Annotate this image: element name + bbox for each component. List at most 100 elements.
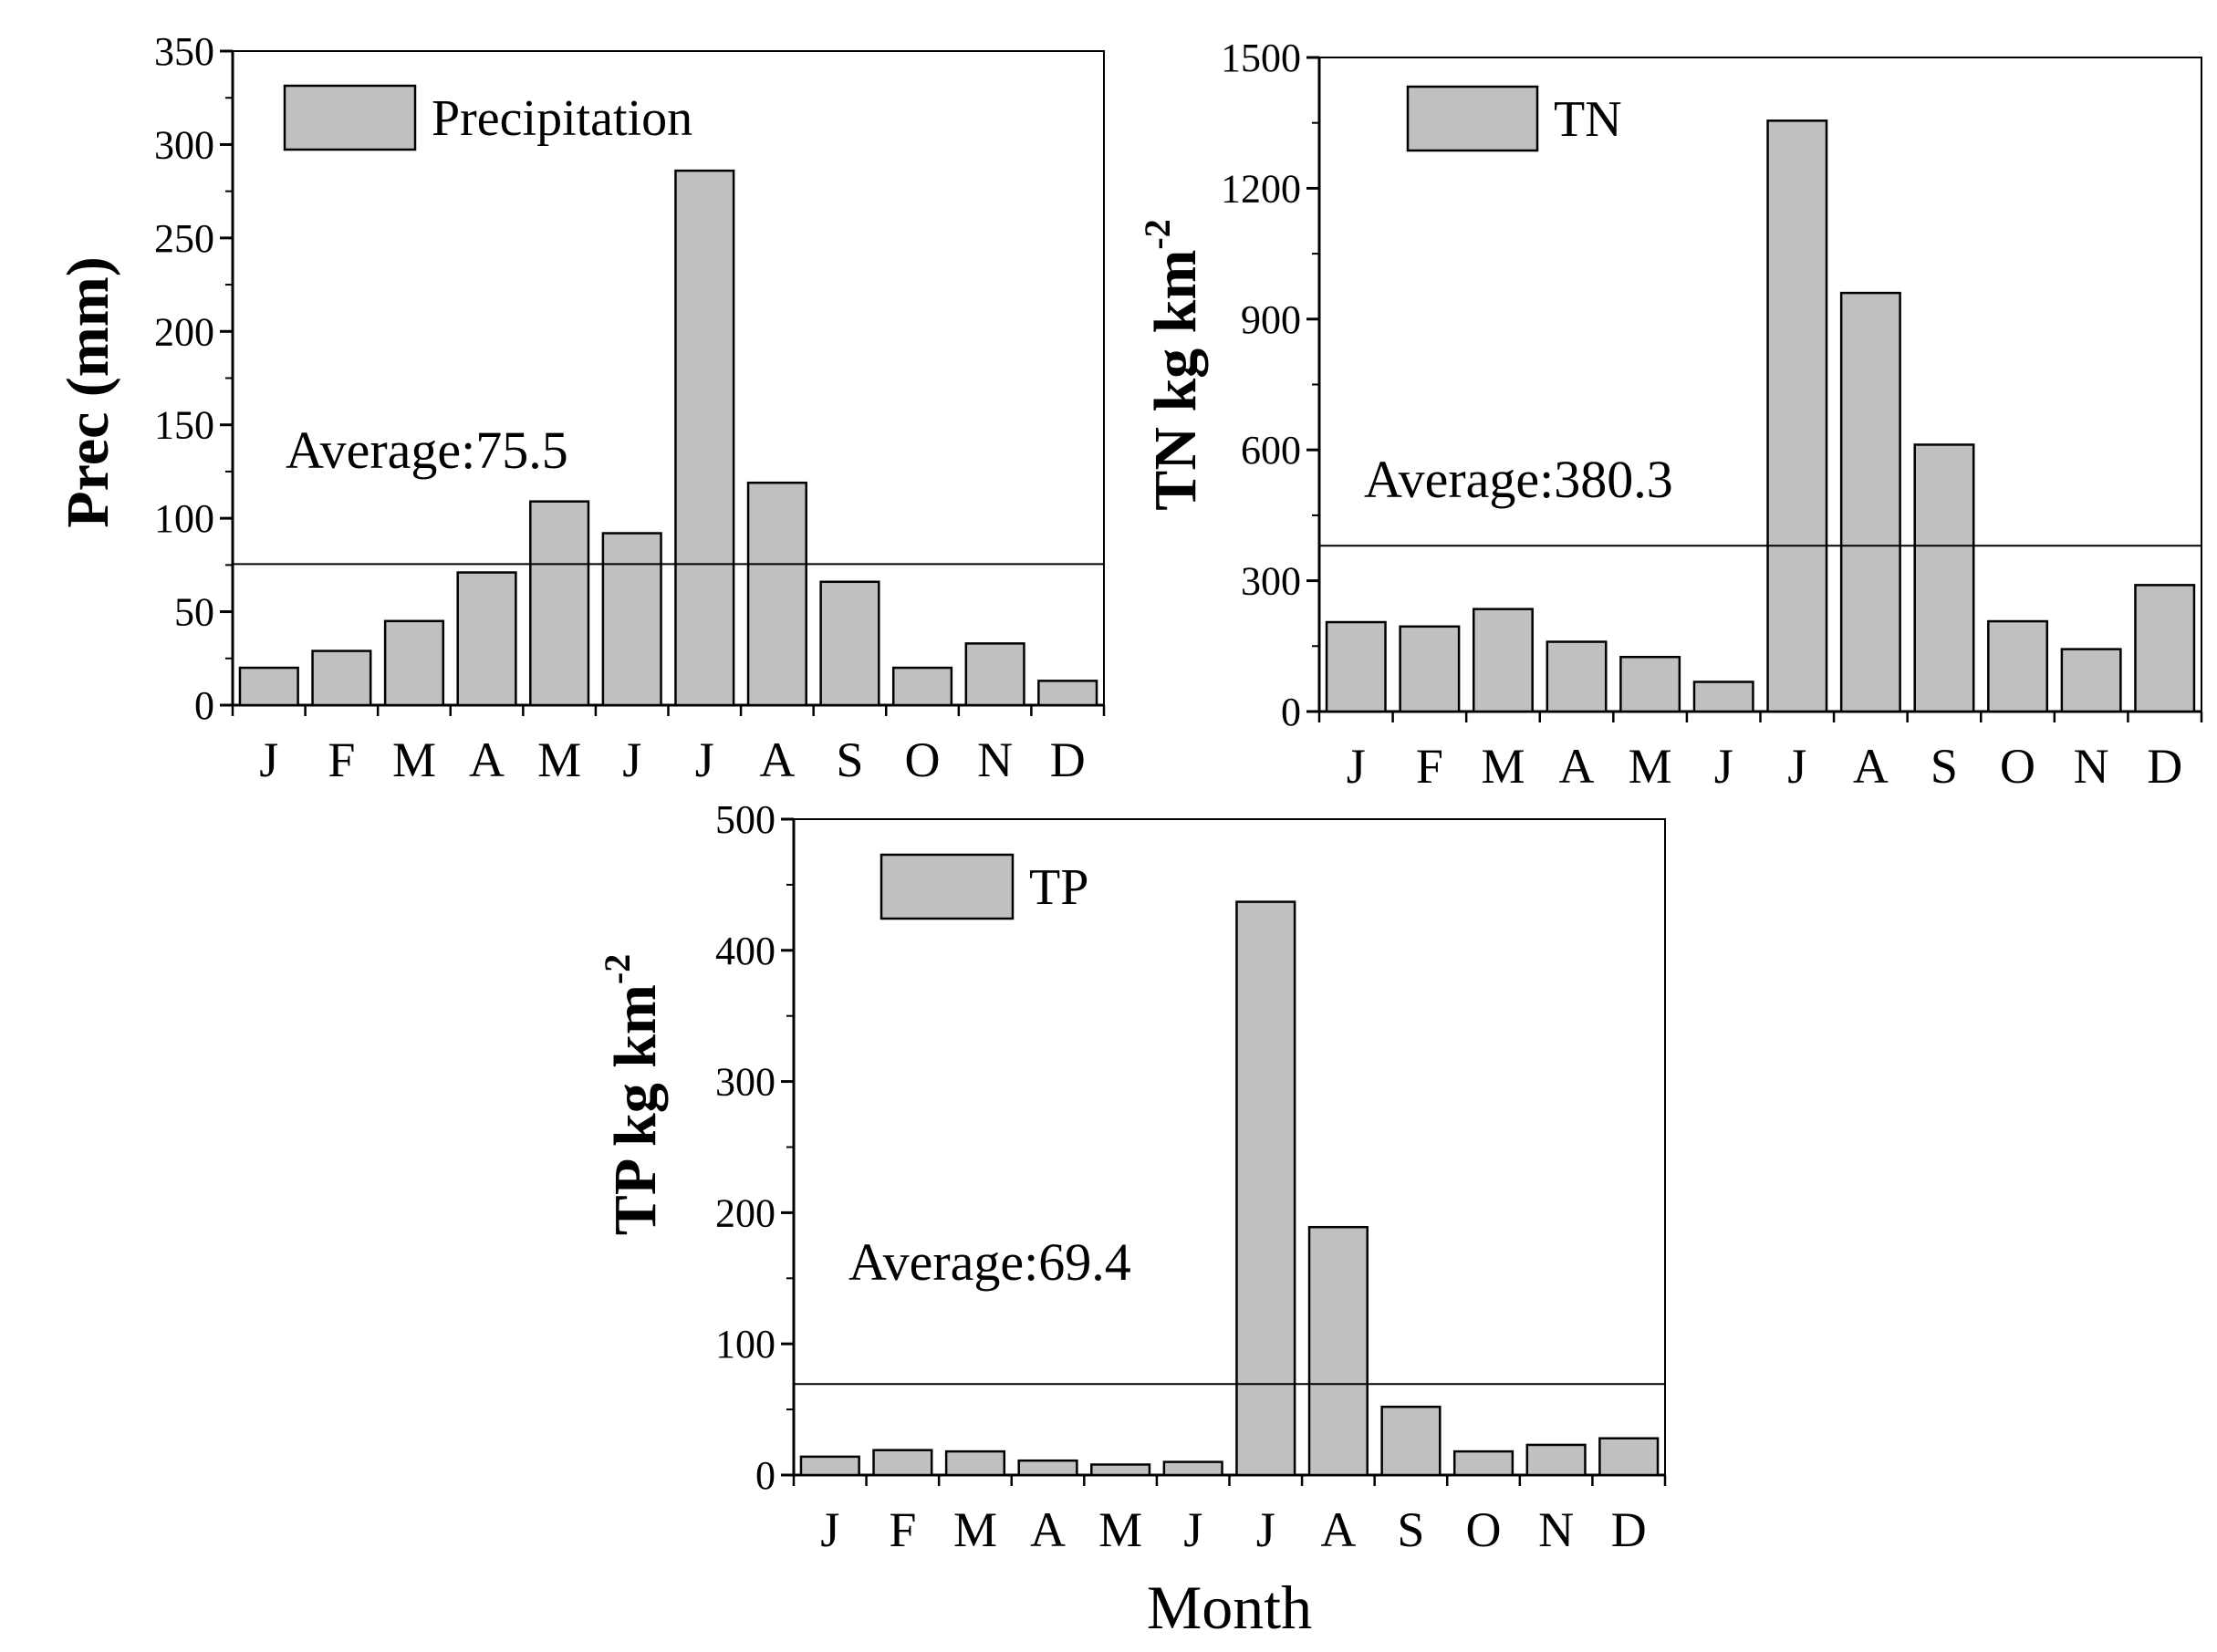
x-category-label: A bbox=[469, 732, 505, 787]
y-axis-title: TP kg km-2 bbox=[597, 954, 669, 1235]
chart-0-bar-9 bbox=[891, 666, 953, 707]
x-category-label: A bbox=[759, 732, 795, 787]
chart-1-bar-10 bbox=[2060, 648, 2122, 713]
y-tick-label: 200 bbox=[154, 309, 214, 354]
x-category-label: J bbox=[1256, 1502, 1275, 1557]
y-tick-label: 1500 bbox=[1221, 36, 1301, 80]
y-tick-label: 100 bbox=[154, 496, 214, 541]
y-tick-label: 100 bbox=[715, 1322, 775, 1366]
chart-0-bar-2 bbox=[383, 619, 445, 707]
chart-2-bar-11 bbox=[1598, 1437, 1660, 1477]
y-axis-title: TN kg km-2 bbox=[1137, 219, 1209, 510]
chart-1-bar-2 bbox=[1472, 608, 1534, 713]
x-category-label: J bbox=[259, 732, 278, 787]
x-category-label: O bbox=[2000, 739, 2035, 794]
chart-0-bar-5 bbox=[601, 532, 662, 707]
y-tick-label: 150 bbox=[154, 403, 214, 448]
chart-0-bar-1 bbox=[311, 649, 372, 707]
chart-1-bar-1 bbox=[1399, 625, 1461, 713]
x-category-label: N bbox=[977, 732, 1013, 787]
chart-1-bar-4 bbox=[1619, 656, 1681, 713]
chart-2-bar-4 bbox=[1090, 1463, 1151, 1477]
y-tick-label: 1200 bbox=[1221, 166, 1301, 211]
chart-1-bar-5 bbox=[1692, 681, 1754, 713]
x-category-label: J bbox=[1347, 739, 1366, 794]
legend-label: Precipitation bbox=[432, 90, 692, 147]
x-category-label: A bbox=[1853, 739, 1889, 794]
y-tick-label: 400 bbox=[715, 929, 775, 973]
x-category-label: O bbox=[905, 732, 941, 787]
legend-swatch bbox=[880, 853, 1015, 920]
x-category-label: A bbox=[1559, 739, 1595, 794]
x-category-label: F bbox=[889, 1502, 916, 1557]
x-category-label: J bbox=[1714, 739, 1733, 794]
y-axis-title-superscript: -2 bbox=[597, 954, 638, 984]
y-tick-label: 500 bbox=[715, 797, 775, 842]
chart-2-bar-7 bbox=[1307, 1225, 1369, 1477]
x-category-label: S bbox=[1397, 1502, 1424, 1557]
y-tick-label: 0 bbox=[194, 683, 214, 728]
x-category-label: M bbox=[1629, 739, 1672, 794]
x-category-label: J bbox=[622, 732, 641, 787]
x-category-label: M bbox=[953, 1502, 997, 1557]
y-tick-label: 600 bbox=[1241, 428, 1301, 473]
y-tick-label: 250 bbox=[154, 216, 214, 261]
x-category-label: M bbox=[1098, 1502, 1142, 1557]
y-axis-title: Prec (mm) bbox=[55, 256, 121, 527]
x-category-label: J bbox=[1183, 1502, 1202, 1557]
y-tick-label: 900 bbox=[1241, 297, 1301, 342]
x-category-label: J bbox=[695, 732, 714, 787]
x-category-label: D bbox=[1611, 1502, 1647, 1557]
average-label: Average:380.3 bbox=[1364, 450, 1673, 509]
chart-0-bar-10 bbox=[964, 642, 1025, 707]
x-category-label: J bbox=[820, 1502, 839, 1557]
legend-swatch bbox=[1406, 85, 1539, 152]
chart-0-bar-11 bbox=[1037, 680, 1098, 707]
chart-1-bar-9 bbox=[1987, 619, 2049, 713]
x-category-label: M bbox=[392, 732, 436, 787]
x-category-label: A bbox=[1320, 1502, 1356, 1557]
x-category-label: D bbox=[2147, 739, 2182, 794]
chart-2-bar-2 bbox=[944, 1449, 1006, 1477]
chart-0-bar-0 bbox=[238, 666, 299, 707]
chart-2-bar-9 bbox=[1452, 1449, 1514, 1477]
y-tick-label: 350 bbox=[154, 29, 214, 74]
x-category-label: F bbox=[328, 732, 355, 787]
chart-2-bar-6 bbox=[1235, 900, 1296, 1477]
x-axis-title: Month bbox=[1147, 1573, 1312, 1642]
chart-1-bar-11 bbox=[2134, 584, 2196, 713]
x-category-label: N bbox=[2074, 739, 2109, 794]
y-tick-label: 200 bbox=[715, 1190, 775, 1235]
x-category-label: F bbox=[1416, 739, 1443, 794]
average-label: Average:75.5 bbox=[286, 421, 568, 480]
chart-1-bar-3 bbox=[1546, 640, 1608, 713]
chart-2-bar-1 bbox=[872, 1449, 933, 1477]
x-category-label: N bbox=[1538, 1502, 1574, 1557]
chart-0-bar-6 bbox=[674, 169, 735, 707]
chart-0-bar-7 bbox=[746, 481, 807, 707]
y-axis-title-superscript: -2 bbox=[1137, 219, 1178, 249]
chart-1-bar-8 bbox=[1913, 443, 1975, 713]
legend-label: TP bbox=[1029, 859, 1088, 916]
y-tick-label: 300 bbox=[154, 122, 214, 167]
y-tick-label: 300 bbox=[1241, 559, 1301, 604]
y-tick-label: 0 bbox=[1281, 690, 1301, 734]
plot-frame bbox=[1318, 57, 2202, 712]
x-category-label: A bbox=[1030, 1502, 1066, 1557]
x-category-label: M bbox=[1481, 739, 1525, 794]
y-tick-label: 0 bbox=[755, 1453, 775, 1498]
chart-0-bar-8 bbox=[819, 580, 880, 707]
chart-2-bar-0 bbox=[799, 1455, 860, 1477]
x-category-label: J bbox=[1787, 739, 1806, 794]
y-tick-label: 300 bbox=[715, 1060, 775, 1105]
x-category-label: O bbox=[1466, 1502, 1502, 1557]
x-category-label: S bbox=[836, 732, 863, 787]
average-label: Average:69.4 bbox=[848, 1232, 1131, 1292]
x-category-label: M bbox=[537, 732, 581, 787]
chart-2-bar-10 bbox=[1525, 1443, 1587, 1477]
chart-1-bar-6 bbox=[1766, 119, 1828, 713]
chart-2-bar-8 bbox=[1380, 1405, 1442, 1477]
